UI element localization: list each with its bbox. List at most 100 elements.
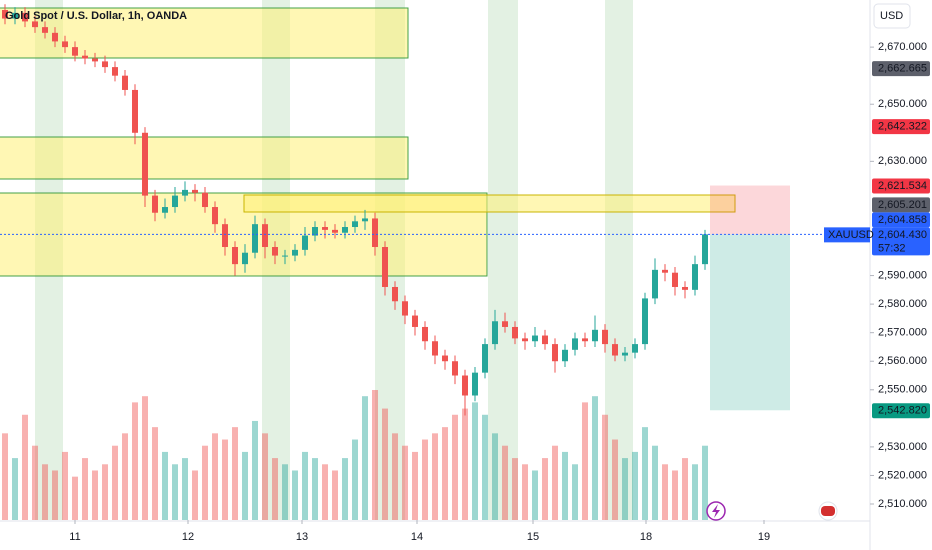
- candle-body: [602, 329, 608, 345]
- volume-bar: [412, 451, 418, 520]
- candle-body: [142, 132, 148, 196]
- candle-body: [12, 12, 18, 19]
- volume-bar: [472, 402, 478, 520]
- volume-bar: [482, 414, 488, 520]
- candle-body: [422, 326, 428, 342]
- candle-body: [272, 247, 278, 256]
- target-zone: [710, 234, 790, 411]
- price-label-box: [872, 61, 930, 77]
- countdown: 57:32: [878, 242, 906, 254]
- price-label: 2,621.534: [878, 180, 927, 192]
- candle-body: [282, 255, 288, 257]
- candle-body: [682, 286, 688, 290]
- y-tick-label: 2,520.000: [878, 469, 927, 481]
- candle-body: [222, 224, 228, 248]
- candle-body: [592, 329, 598, 342]
- x-tick-label: 12: [182, 531, 194, 543]
- x-tick-label: 11: [69, 531, 80, 543]
- candle-body: [132, 89, 138, 133]
- candle-body: [662, 269, 668, 273]
- candle-body: [332, 229, 338, 233]
- candle-body: [182, 189, 188, 196]
- volume-bar: [172, 464, 178, 520]
- candle-body: [552, 344, 558, 362]
- volume-bar: [552, 445, 558, 520]
- volume-bar: [692, 464, 698, 520]
- y-tick-label: 2,570.000: [878, 327, 927, 339]
- volume-bar: [432, 433, 438, 520]
- candle-body: [402, 301, 408, 316]
- volume-bar: [52, 470, 58, 520]
- volume-bar: [232, 427, 238, 520]
- volume-bar: [12, 458, 18, 520]
- volume-bar: [322, 464, 328, 520]
- volume-bar: [202, 445, 208, 520]
- candle-body: [52, 32, 58, 42]
- y-tick-label: 2,510.000: [878, 498, 927, 510]
- currency-button[interactable]: [873, 3, 911, 29]
- candle-body: [322, 227, 328, 230]
- candle-body: [162, 207, 168, 213]
- candle-body: [462, 375, 468, 396]
- volume-bar: [702, 445, 708, 520]
- candle-body: [692, 264, 698, 290]
- candle-body: [352, 221, 358, 228]
- y-tick-label: 2,560.000: [878, 355, 927, 367]
- volume-bar: [442, 427, 448, 520]
- x-tick-label: 19: [758, 531, 770, 543]
- volume-bar: [242, 451, 248, 520]
- candle-body: [212, 207, 218, 225]
- candle-body: [512, 326, 518, 339]
- volume-bar: [122, 433, 128, 520]
- volume-bar: [452, 414, 458, 520]
- marks: [0, 4, 870, 520]
- y-tick-label: 2,580.000: [878, 298, 927, 310]
- price-label-box: [872, 403, 930, 419]
- stop-zone: [710, 185, 790, 235]
- candle-body: [452, 361, 458, 376]
- candle-body: [572, 338, 578, 350]
- y-tick-label: 2,670.000: [878, 41, 927, 53]
- volume-bar: [342, 458, 348, 520]
- candle-body: [72, 47, 78, 56]
- candle-body: [522, 338, 528, 342]
- volume-bar: [252, 420, 258, 520]
- candle-body: [302, 235, 308, 250]
- volume-bar: [402, 445, 408, 520]
- candle-body: [442, 355, 448, 362]
- candle-body: [672, 272, 678, 287]
- y-tick-label: 2,550.000: [878, 384, 927, 396]
- volume-bar: [92, 470, 98, 520]
- volume-bar: [372, 390, 378, 520]
- volume-bar: [622, 458, 628, 520]
- volume-bar: [312, 458, 318, 520]
- price-label-box: [872, 197, 930, 213]
- candle-body: [112, 67, 118, 76]
- candle-body: [632, 344, 638, 353]
- candle-body: [362, 218, 368, 222]
- price-label-box: [872, 178, 930, 194]
- volume-bar: [332, 470, 338, 520]
- x-tick-label: 18: [640, 531, 652, 543]
- volume-bar: [362, 396, 368, 520]
- candle-body: [192, 189, 198, 193]
- currency: USD: [880, 10, 903, 22]
- candle-body: [242, 252, 248, 265]
- y-tick-label: 2,590.000: [878, 269, 927, 281]
- volume-bar: [72, 476, 78, 520]
- candle-body: [432, 341, 438, 356]
- candle-body: [542, 335, 548, 345]
- volume-bar: [182, 458, 188, 520]
- candle-body: [702, 234, 708, 265]
- y-tick-label: 2,630.000: [878, 155, 927, 167]
- price-label-box: [872, 119, 930, 135]
- candle-body: [82, 55, 88, 59]
- volume-bar: [492, 433, 498, 520]
- volume-bar: [542, 458, 548, 520]
- volume-bar: [102, 464, 108, 520]
- volume-bar: [222, 439, 228, 520]
- volume-bar: [532, 470, 538, 520]
- volume-bar: [22, 414, 28, 520]
- price-label: 2,642.322: [878, 121, 927, 133]
